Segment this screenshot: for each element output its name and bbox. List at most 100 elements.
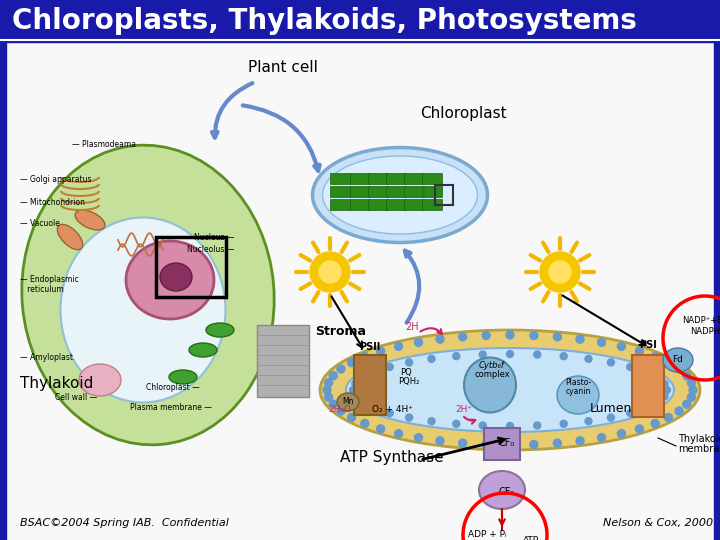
Circle shape bbox=[371, 368, 377, 375]
Ellipse shape bbox=[479, 471, 525, 509]
Text: Chloroplast: Chloroplast bbox=[420, 106, 507, 121]
Circle shape bbox=[665, 414, 672, 422]
Text: — Mitochondrion: — Mitochondrion bbox=[20, 198, 85, 207]
Text: Nucleus —: Nucleus — bbox=[194, 233, 234, 242]
Circle shape bbox=[683, 372, 690, 380]
Text: — Plasmodeama: — Plasmodeama bbox=[72, 140, 136, 149]
Circle shape bbox=[361, 420, 369, 428]
Circle shape bbox=[371, 404, 377, 411]
Circle shape bbox=[352, 393, 359, 400]
Text: Nelson & Cox, 2000: Nelson & Cox, 2000 bbox=[603, 518, 713, 528]
Circle shape bbox=[480, 351, 486, 358]
Circle shape bbox=[585, 417, 592, 424]
Circle shape bbox=[428, 355, 435, 362]
Circle shape bbox=[530, 441, 538, 449]
Bar bbox=[350, 186, 370, 197]
Text: Cell wall —: Cell wall — bbox=[55, 393, 97, 402]
FancyArrowPatch shape bbox=[464, 417, 475, 424]
Circle shape bbox=[585, 355, 592, 362]
Circle shape bbox=[664, 387, 670, 394]
Circle shape bbox=[554, 333, 562, 341]
Circle shape bbox=[329, 400, 337, 408]
Text: Cytb₆f: Cytb₆f bbox=[479, 361, 505, 370]
Circle shape bbox=[405, 414, 413, 421]
Text: ADP + Pᵢ: ADP + Pᵢ bbox=[468, 530, 506, 539]
Ellipse shape bbox=[337, 393, 359, 411]
Circle shape bbox=[395, 342, 402, 350]
Circle shape bbox=[325, 379, 333, 387]
Text: — Golgi apparatus: — Golgi apparatus bbox=[20, 175, 91, 184]
Circle shape bbox=[627, 363, 634, 370]
Circle shape bbox=[675, 407, 683, 415]
Bar bbox=[404, 199, 424, 210]
Circle shape bbox=[348, 359, 356, 367]
Circle shape bbox=[377, 347, 384, 355]
Circle shape bbox=[688, 379, 696, 387]
Ellipse shape bbox=[79, 364, 121, 396]
Text: 2H₂O: 2H₂O bbox=[328, 405, 351, 414]
Ellipse shape bbox=[346, 348, 674, 432]
Bar bbox=[257, 325, 309, 397]
Bar bbox=[422, 173, 442, 184]
Text: cyanin: cyanin bbox=[565, 387, 590, 396]
Text: — Endoplasmic
   reticulum: — Endoplasmic reticulum bbox=[20, 275, 78, 294]
Circle shape bbox=[576, 335, 584, 343]
Circle shape bbox=[598, 434, 606, 442]
Bar bbox=[350, 199, 370, 210]
Ellipse shape bbox=[169, 370, 197, 384]
FancyArrowPatch shape bbox=[420, 328, 442, 334]
Bar bbox=[632, 355, 664, 417]
Circle shape bbox=[349, 387, 356, 394]
Text: PSII: PSII bbox=[359, 342, 381, 352]
Circle shape bbox=[482, 332, 490, 340]
Circle shape bbox=[651, 353, 660, 361]
Circle shape bbox=[323, 386, 331, 394]
Circle shape bbox=[661, 380, 668, 387]
Circle shape bbox=[428, 417, 435, 424]
Circle shape bbox=[337, 365, 345, 373]
Ellipse shape bbox=[75, 210, 105, 230]
Text: — Amyloplast: — Amyloplast bbox=[20, 353, 73, 362]
Circle shape bbox=[506, 331, 514, 339]
Text: Nucleolus —: Nucleolus — bbox=[186, 245, 234, 254]
Circle shape bbox=[642, 368, 649, 375]
Ellipse shape bbox=[22, 145, 274, 445]
Circle shape bbox=[636, 347, 644, 355]
Text: 2H: 2H bbox=[405, 322, 418, 332]
Text: Lumen: Lumen bbox=[590, 402, 632, 415]
Circle shape bbox=[654, 399, 661, 406]
Ellipse shape bbox=[312, 147, 487, 242]
Circle shape bbox=[359, 374, 366, 381]
Circle shape bbox=[480, 422, 486, 429]
Text: membrane: membrane bbox=[678, 444, 720, 454]
Circle shape bbox=[453, 353, 460, 360]
Text: — Vacuole: — Vacuole bbox=[20, 219, 60, 228]
Ellipse shape bbox=[160, 263, 192, 291]
Circle shape bbox=[560, 420, 567, 427]
Text: PQ: PQ bbox=[400, 368, 412, 377]
Circle shape bbox=[689, 386, 697, 394]
Circle shape bbox=[415, 434, 423, 442]
Circle shape bbox=[506, 441, 514, 449]
Ellipse shape bbox=[464, 357, 516, 413]
Circle shape bbox=[661, 393, 668, 400]
Circle shape bbox=[688, 393, 696, 401]
Bar bbox=[484, 428, 520, 460]
Circle shape bbox=[453, 420, 460, 427]
Text: NADP⁺+E⁺: NADP⁺+E⁺ bbox=[683, 316, 720, 325]
Circle shape bbox=[348, 414, 356, 422]
Circle shape bbox=[386, 410, 393, 417]
Text: PQH₂: PQH₂ bbox=[398, 377, 419, 386]
Circle shape bbox=[576, 437, 584, 445]
Circle shape bbox=[675, 365, 683, 373]
Text: ATP Synthase: ATP Synthase bbox=[340, 450, 444, 465]
Circle shape bbox=[683, 400, 690, 408]
Text: Chloroplasts, Thylakoids, Photosystems: Chloroplasts, Thylakoids, Photosystems bbox=[12, 7, 637, 35]
Bar bbox=[330, 186, 350, 197]
Bar bbox=[714, 42, 720, 540]
Bar bbox=[386, 173, 406, 184]
Bar bbox=[386, 199, 406, 210]
Bar bbox=[156, 237, 226, 297]
Ellipse shape bbox=[189, 343, 217, 357]
Circle shape bbox=[534, 351, 541, 358]
